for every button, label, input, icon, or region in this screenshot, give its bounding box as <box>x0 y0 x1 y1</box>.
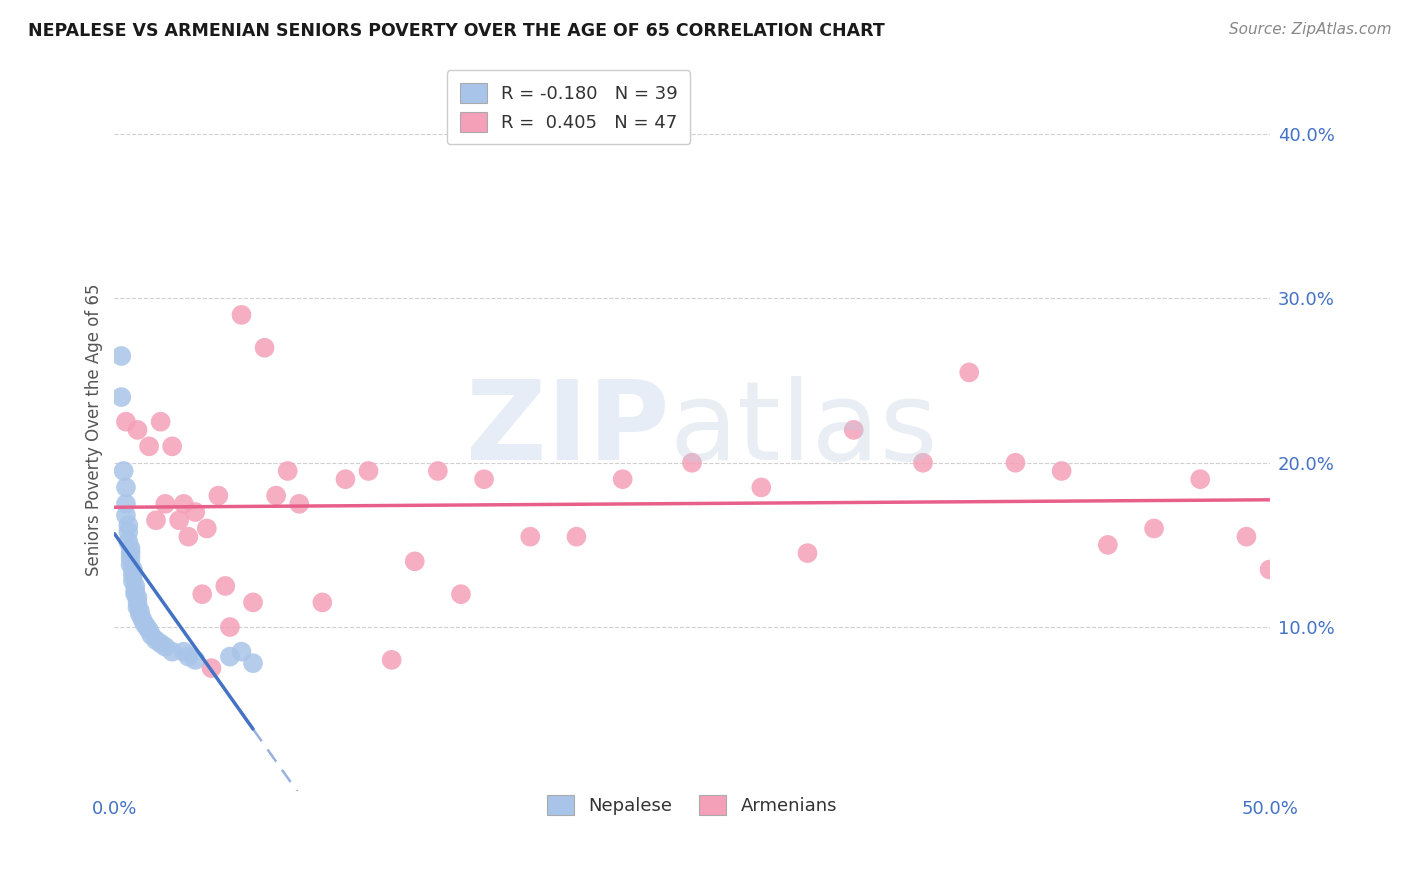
Point <box>219 649 242 664</box>
Text: NEPALESE VS ARMENIAN SENIORS POVERTY OVER THE AGE OF 65 CORRELATION CHART: NEPALESE VS ARMENIAN SENIORS POVERTY OVE… <box>28 22 884 40</box>
Point <box>1050 464 1073 478</box>
Point <box>160 645 183 659</box>
Point <box>207 489 229 503</box>
Point <box>242 656 264 670</box>
Point <box>450 587 472 601</box>
Point <box>177 530 200 544</box>
Point <box>127 423 149 437</box>
Point <box>404 554 426 568</box>
Point <box>184 653 207 667</box>
Point <box>242 595 264 609</box>
Point <box>128 607 150 621</box>
Point <box>911 456 934 470</box>
Point <box>117 534 139 549</box>
Point <box>842 423 865 437</box>
Point <box>1189 472 1212 486</box>
Point <box>134 616 156 631</box>
Point <box>155 640 177 654</box>
Point <box>957 366 980 380</box>
Point <box>200 661 222 675</box>
Point <box>214 579 236 593</box>
Point <box>426 464 449 478</box>
Point <box>277 464 299 478</box>
Point <box>288 497 311 511</box>
Point <box>184 505 207 519</box>
Point <box>115 497 138 511</box>
Point <box>120 546 142 560</box>
Point <box>231 645 253 659</box>
Point <box>117 518 139 533</box>
Point <box>381 653 404 667</box>
Point <box>145 633 167 648</box>
Point <box>357 464 380 478</box>
Point <box>149 636 172 650</box>
Point <box>1143 521 1166 535</box>
Point <box>124 583 146 598</box>
Point <box>115 415 138 429</box>
Point <box>149 415 172 429</box>
Point <box>1097 538 1119 552</box>
Point <box>120 551 142 566</box>
Point <box>177 649 200 664</box>
Point <box>124 587 146 601</box>
Point <box>127 595 149 609</box>
Point <box>110 390 132 404</box>
Point <box>128 604 150 618</box>
Point <box>127 600 149 615</box>
Point <box>612 472 634 486</box>
Point <box>160 439 183 453</box>
Point <box>122 562 145 576</box>
Point <box>749 480 772 494</box>
Legend: Nepalese, Armenians: Nepalese, Armenians <box>536 784 848 826</box>
Point <box>219 620 242 634</box>
Point <box>195 521 218 535</box>
Point <box>122 567 145 582</box>
Point <box>1236 530 1258 544</box>
Point <box>138 439 160 453</box>
Point <box>124 579 146 593</box>
Point <box>173 645 195 659</box>
Point <box>681 456 703 470</box>
Point <box>565 530 588 544</box>
Point <box>253 341 276 355</box>
Point <box>472 472 495 486</box>
Point <box>796 546 818 560</box>
Y-axis label: Seniors Poverty Over the Age of 65: Seniors Poverty Over the Age of 65 <box>86 284 103 576</box>
Text: atlas: atlas <box>669 376 938 483</box>
Point <box>122 574 145 588</box>
Point <box>191 587 214 601</box>
Point <box>519 530 541 544</box>
Point <box>117 524 139 539</box>
Point <box>335 472 357 486</box>
Text: Source: ZipAtlas.com: Source: ZipAtlas.com <box>1229 22 1392 37</box>
Point <box>231 308 253 322</box>
Point <box>141 628 163 642</box>
Point <box>110 349 132 363</box>
Point <box>311 595 333 609</box>
Point <box>145 513 167 527</box>
Point <box>115 480 138 494</box>
Point <box>127 591 149 605</box>
Text: ZIP: ZIP <box>465 376 669 483</box>
Point <box>264 489 287 503</box>
Point <box>167 513 190 527</box>
Point <box>155 497 177 511</box>
Point <box>115 508 138 523</box>
Point <box>173 497 195 511</box>
Point <box>138 624 160 638</box>
Point <box>120 541 142 556</box>
Point <box>120 558 142 572</box>
Point <box>135 620 157 634</box>
Point <box>1004 456 1026 470</box>
Point <box>112 464 135 478</box>
Point <box>1258 562 1281 576</box>
Point <box>131 612 153 626</box>
